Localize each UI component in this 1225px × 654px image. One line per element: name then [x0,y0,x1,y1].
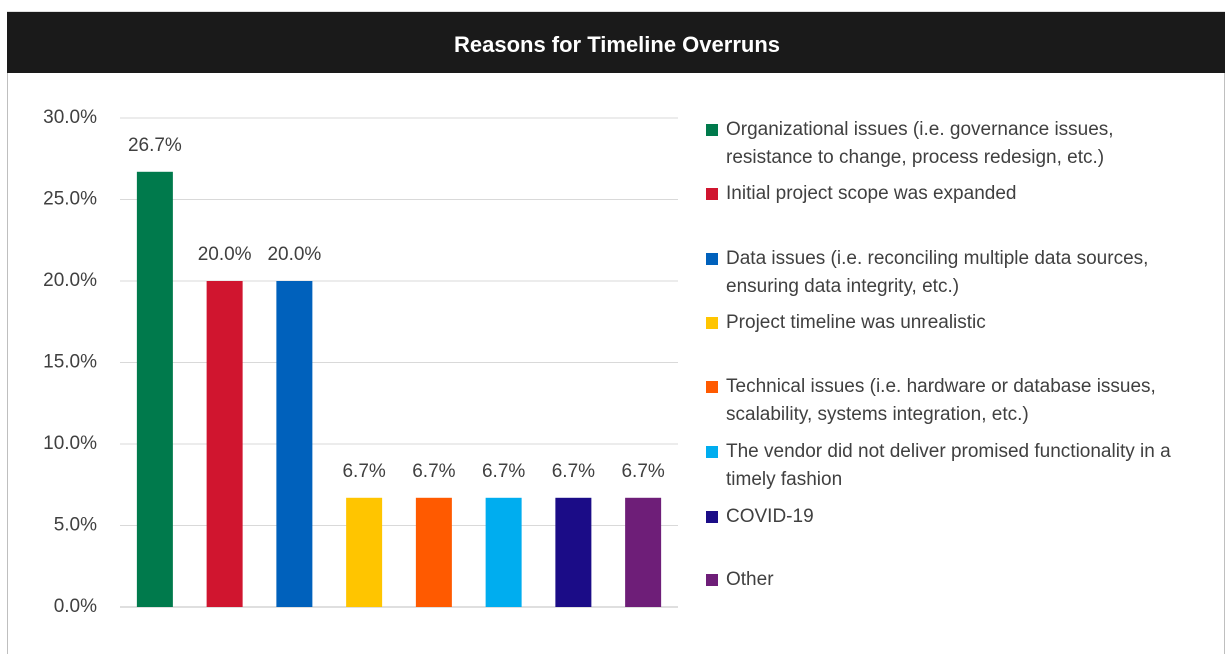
legend-swatch [706,381,718,393]
y-tick-label: 20.0% [43,270,97,291]
legend-label: The vendor did not deliver promised func… [726,441,1171,490]
legend-swatch [706,124,718,136]
data-label: 6.7% [552,461,595,482]
legend-label: Project timeline was unrealistic [726,312,986,333]
legend-item: Technical issues (i.e. hardware or datab… [706,373,1176,429]
legend-swatch [706,446,718,458]
bar [555,497,592,607]
legend-item: Project timeline was unrealistic [706,309,1176,337]
bar [625,497,662,607]
legend-label: Data issues (i.e. reconciling multiple d… [726,248,1149,297]
bar [206,281,243,607]
data-label: 20.0% [267,244,321,265]
bar [136,171,173,608]
y-tick-label: 5.0% [54,515,97,536]
y-tick-label: 25.0% [43,189,97,210]
data-label: 20.0% [198,244,252,265]
legend-swatch [706,511,718,523]
legend-item: The vendor did not deliver promised func… [706,438,1176,494]
legend-item: Initial project scope was expanded [706,180,1176,208]
y-tick-label: 0.0% [54,596,97,617]
y-tick-label: 15.0% [43,352,97,373]
legend-swatch [706,188,718,200]
legend-label: Other [726,569,774,590]
legend-swatch [706,574,718,586]
bar [485,497,522,607]
bar [415,497,452,607]
data-label: 6.7% [342,461,385,482]
legend-swatch [706,317,718,329]
legend-item: Data issues (i.e. reconciling multiple d… [706,245,1176,301]
data-label: 26.7% [128,135,182,156]
legend-item: Organizational issues (i.e. governance i… [706,116,1176,172]
data-label: 6.7% [621,461,664,482]
bar [276,281,313,607]
y-tick-label: 30.0% [43,107,97,128]
data-label: 6.7% [412,461,455,482]
legend-item: COVID-19 [706,503,1176,531]
legend-label: Technical issues (i.e. hardware or datab… [726,376,1156,425]
legend-label: COVID-19 [726,506,814,527]
legend-swatch [706,253,718,265]
title-bar [7,12,1225,73]
y-tick-label: 10.0% [43,433,97,454]
legend-item: Other [706,566,1176,594]
data-label: 6.7% [482,461,525,482]
bar [346,497,383,607]
legend-label: Organizational issues (i.e. governance i… [726,119,1114,168]
chart-title: Reasons for Timeline Overruns [454,32,780,57]
legend-label: Initial project scope was expanded [726,183,1017,204]
